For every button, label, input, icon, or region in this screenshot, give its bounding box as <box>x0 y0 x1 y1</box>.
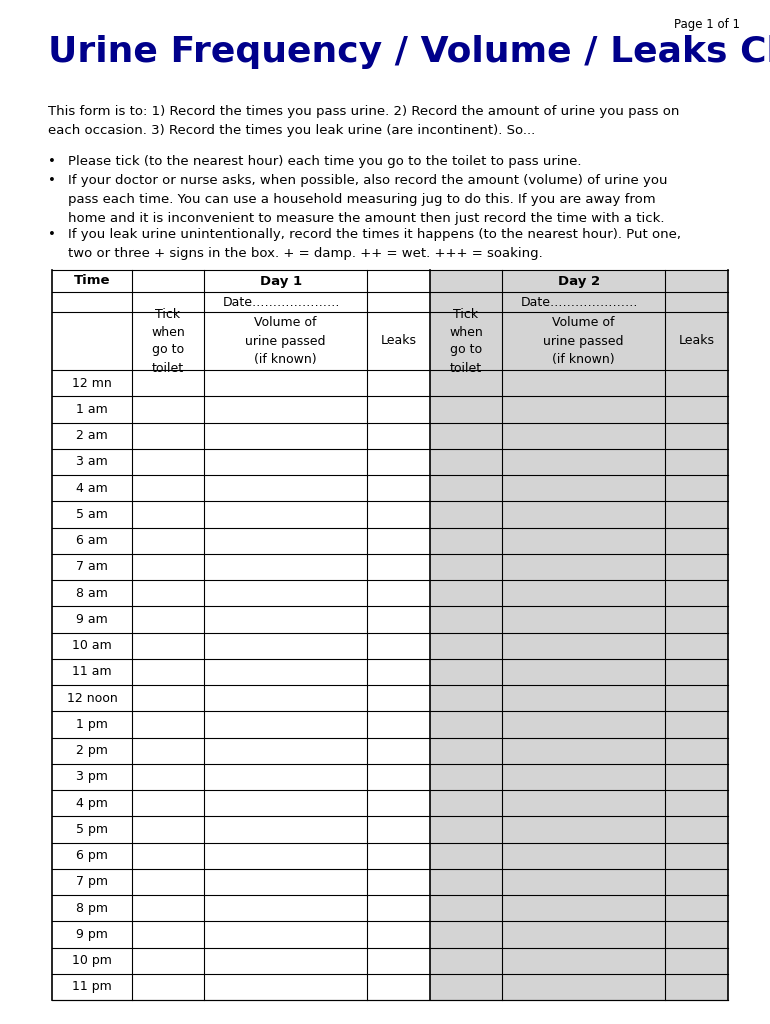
Bar <box>430 922 728 947</box>
Text: 4 pm: 4 pm <box>76 797 108 810</box>
Text: 11 am: 11 am <box>72 666 112 678</box>
Text: Tick
when
go to
toilet: Tick when go to toilet <box>449 307 483 375</box>
Text: 10 am: 10 am <box>72 639 112 652</box>
Bar <box>430 895 728 922</box>
Text: Date…………………: Date………………… <box>521 296 638 308</box>
Text: Leaks: Leaks <box>678 335 715 347</box>
Text: Day 2: Day 2 <box>558 274 600 288</box>
Text: 12 noon: 12 noon <box>67 691 117 705</box>
Bar <box>430 312 728 370</box>
Text: 3 am: 3 am <box>76 456 108 468</box>
Bar <box>430 475 728 502</box>
Text: Tick
when
go to
toilet: Tick when go to toilet <box>151 307 185 375</box>
Text: Urine Frequency / Volume / Leaks Chart: Urine Frequency / Volume / Leaks Chart <box>48 35 770 69</box>
Text: 5 am: 5 am <box>76 508 108 521</box>
Bar <box>430 868 728 895</box>
Bar <box>430 790 728 816</box>
Text: Day 1: Day 1 <box>260 274 302 288</box>
Text: Leaks: Leaks <box>380 335 417 347</box>
Text: Page 1 of 1: Page 1 of 1 <box>674 18 740 31</box>
Bar <box>430 396 728 423</box>
Bar <box>430 527 728 554</box>
Text: 2 am: 2 am <box>76 429 108 442</box>
Text: If you leak urine unintentionally, record the times it happens (to the nearest h: If you leak urine unintentionally, recor… <box>68 228 681 260</box>
Text: Time: Time <box>74 274 110 288</box>
Bar <box>430 658 728 685</box>
Bar <box>430 502 728 527</box>
Bar <box>430 843 728 868</box>
Bar <box>430 606 728 633</box>
Bar <box>430 423 728 449</box>
Text: Please tick (to the nearest hour) each time you go to the toilet to pass urine.: Please tick (to the nearest hour) each t… <box>68 155 581 168</box>
Text: 5 pm: 5 pm <box>76 823 108 836</box>
Bar <box>430 764 728 790</box>
Text: Volume of
urine passed
(if known): Volume of urine passed (if known) <box>544 316 624 366</box>
Bar <box>430 554 728 580</box>
Bar <box>430 449 728 475</box>
Text: This form is to: 1) Record the times you pass urine. 2) Record the amount of uri: This form is to: 1) Record the times you… <box>48 105 679 137</box>
Bar <box>430 947 728 974</box>
Bar <box>430 737 728 764</box>
Text: 8 am: 8 am <box>76 587 108 600</box>
Text: 7 am: 7 am <box>76 560 108 573</box>
Text: If your doctor or nurse asks, when possible, also record the amount (volume) of : If your doctor or nurse asks, when possi… <box>68 174 668 225</box>
Text: 6 am: 6 am <box>76 535 108 547</box>
Bar <box>430 633 728 658</box>
Text: 10 pm: 10 pm <box>72 954 112 967</box>
Text: 7 pm: 7 pm <box>76 876 108 889</box>
Text: 9 pm: 9 pm <box>76 928 108 941</box>
Bar <box>430 816 728 843</box>
Text: 1 pm: 1 pm <box>76 718 108 731</box>
Text: 4 am: 4 am <box>76 481 108 495</box>
Text: Volume of
urine passed
(if known): Volume of urine passed (if known) <box>246 316 326 366</box>
Text: 11 pm: 11 pm <box>72 980 112 993</box>
Text: •: • <box>48 228 56 241</box>
Bar <box>430 270 728 292</box>
Bar <box>430 974 728 1000</box>
Bar <box>430 292 728 312</box>
Bar <box>52 270 728 1000</box>
Bar <box>430 712 728 737</box>
Text: 8 pm: 8 pm <box>76 901 108 914</box>
Text: 2 pm: 2 pm <box>76 744 108 757</box>
Text: 1 am: 1 am <box>76 402 108 416</box>
Text: •: • <box>48 155 56 168</box>
Text: 12 mn: 12 mn <box>72 377 112 389</box>
Text: •: • <box>48 174 56 187</box>
Bar <box>430 370 728 396</box>
Text: 3 pm: 3 pm <box>76 770 108 783</box>
Text: Date…………………: Date………………… <box>223 296 340 308</box>
Text: 6 pm: 6 pm <box>76 849 108 862</box>
Bar <box>430 580 728 606</box>
Text: 9 am: 9 am <box>76 613 108 626</box>
Bar <box>430 685 728 712</box>
